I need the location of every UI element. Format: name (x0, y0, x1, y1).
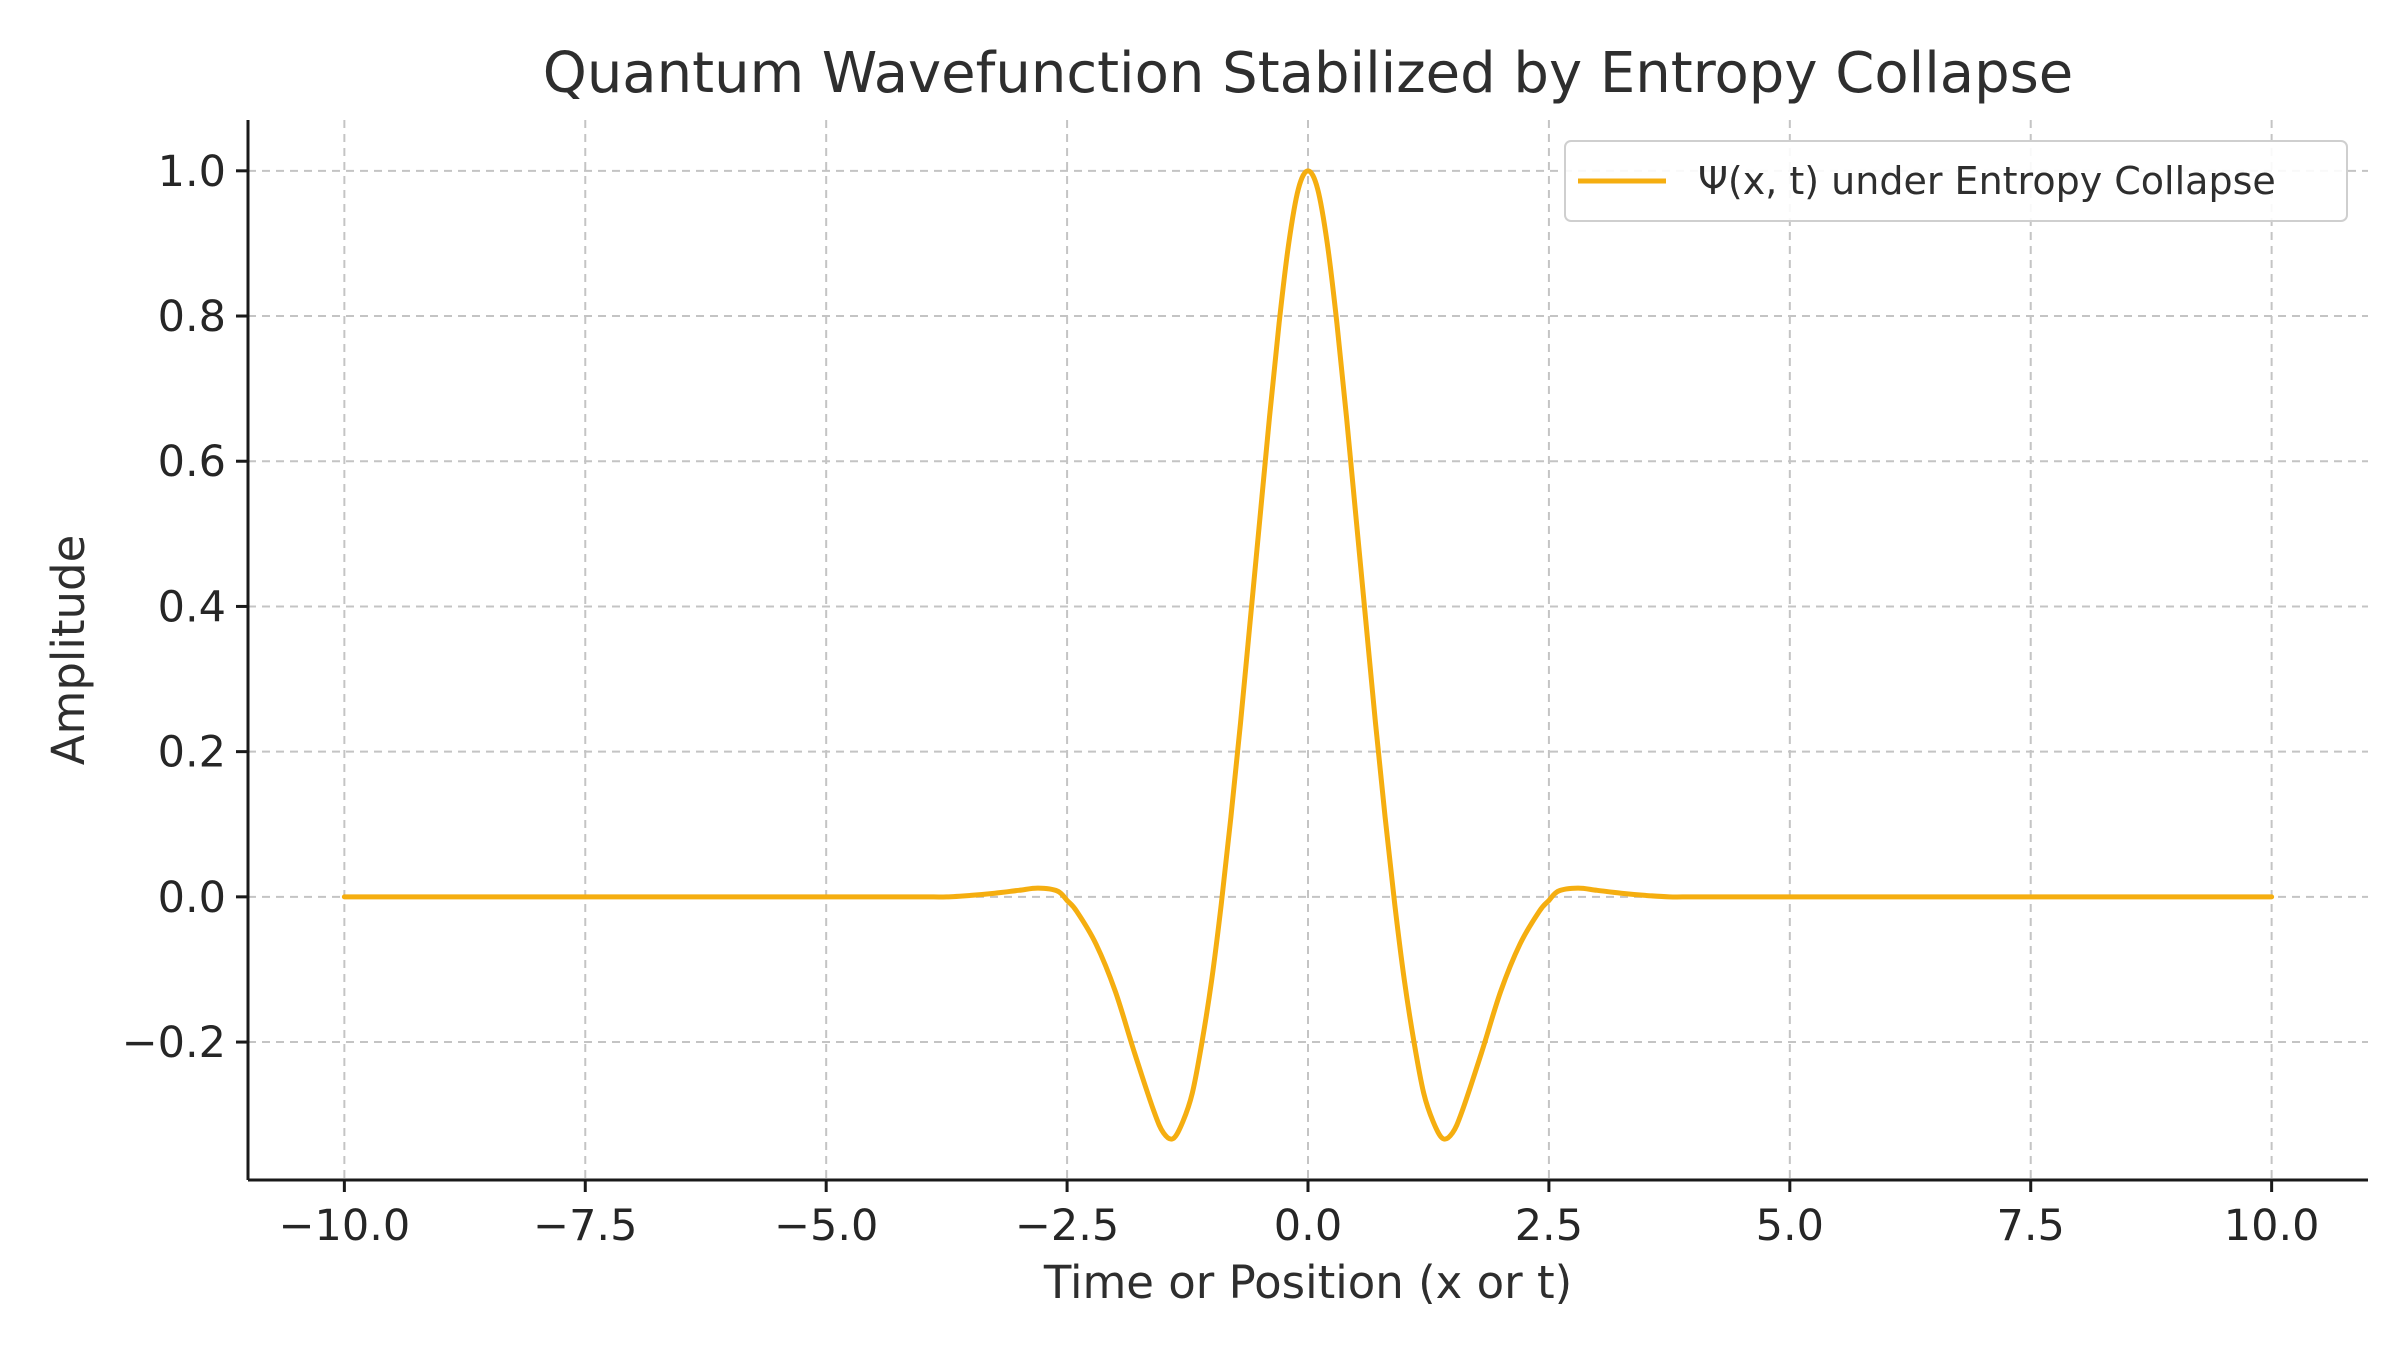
y-tick-label: −0.2 (122, 1018, 226, 1068)
y-axis-label: Amplitude (42, 535, 95, 766)
x-tick-label: −7.5 (533, 1201, 637, 1251)
legend-box (1564, 140, 2348, 222)
series-layer (341, 168, 2275, 1142)
x-axis-label: Time or Position (x or t) (1043, 1256, 1572, 1309)
x-tick-label: 0.0 (1274, 1201, 1342, 1251)
y-tick-label: 0.8 (158, 292, 226, 342)
x-tick-label: 10.0 (2224, 1201, 2320, 1251)
x-axis-ticks: −10.0 −7.5 −5.0 −2.5 0.0 2.5 5.0 7.5 10.0 (278, 1180, 2320, 1251)
y-tick-label: 0.0 (158, 873, 226, 923)
x-tick-label: −5.0 (774, 1201, 878, 1251)
x-tick-label: 2.5 (1515, 1201, 1583, 1251)
x-tick-label: 7.5 (1997, 1201, 2065, 1251)
y-tick-label: 0.2 (158, 728, 226, 778)
x-tick-label: 5.0 (1756, 1201, 1824, 1251)
legend: Ψ(x, t) under Entropy Collapse (1564, 140, 2348, 222)
series-line-wavefunction (341, 168, 2275, 1142)
chart-title: Quantum Wavefunction Stabilized by Entro… (543, 41, 2074, 106)
x-tick-label: −2.5 (1015, 1201, 1119, 1251)
y-tick-label: 1.0 (158, 147, 226, 197)
y-axis-ticks: −0.2 0.0 0.2 0.4 0.6 0.8 1.0 (122, 147, 248, 1068)
y-tick-label: 0.4 (158, 582, 226, 632)
grid (248, 120, 2368, 1180)
legend-entry-label: Ψ(x, t) under Entropy Collapse (1698, 159, 2276, 203)
x-tick-label: −10.0 (278, 1201, 410, 1251)
y-tick-label: 0.6 (158, 437, 226, 487)
